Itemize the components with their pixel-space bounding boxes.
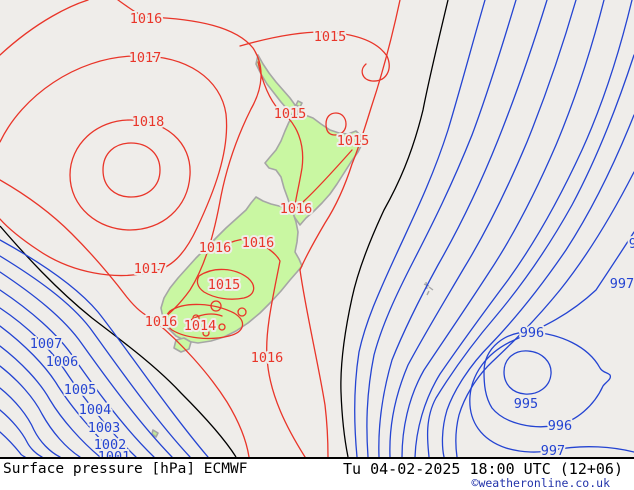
contour-label: 1014 bbox=[184, 318, 217, 334]
contour-label: 1007 bbox=[30, 336, 63, 352]
contour-label: 996 bbox=[520, 325, 544, 341]
pressure-map: 1016 1017 1018 1015 1015 1015 1016 1016 1016 1017… bbox=[0, 0, 634, 457]
contour-label: 1016 bbox=[130, 11, 163, 27]
contour-label: 1003 bbox=[88, 420, 121, 436]
contour-label: 1015 bbox=[337, 133, 370, 149]
contour-label: 1004 bbox=[79, 402, 112, 418]
contour-label: 997 bbox=[610, 276, 634, 292]
contour-label: 1002 bbox=[94, 437, 127, 453]
contour-label: 1017 bbox=[129, 50, 162, 66]
sea-background bbox=[0, 0, 634, 457]
copyright-link[interactable]: ©weatheronline.co.uk bbox=[471, 476, 610, 490]
contour-label: 1015 bbox=[314, 29, 347, 45]
map-footer-bar: Surface pressure [hPa] ECMWF Tu 04-02-20… bbox=[0, 457, 634, 490]
contour-label: 1016 bbox=[145, 314, 178, 330]
contour-label: 1016 bbox=[280, 201, 313, 217]
contour-label: 1016 bbox=[251, 350, 284, 366]
valid-time-label: Tu 04-02-2025 18:00 UTC (12+06) bbox=[343, 460, 623, 478]
contour-label: 1006 bbox=[46, 354, 79, 370]
contour-label: 1015 bbox=[208, 277, 241, 293]
contour-label: 997 bbox=[541, 443, 565, 457]
contour-label: 1001 bbox=[98, 449, 131, 457]
auckland-islands bbox=[151, 429, 159, 438]
contour-label: 1018 bbox=[132, 114, 165, 130]
contour-label: 997 bbox=[629, 236, 634, 252]
contour-label: 995 bbox=[514, 396, 538, 412]
contour-label: 996 bbox=[548, 418, 572, 434]
great-barrier-island bbox=[295, 100, 303, 108]
contour-label: 1016 bbox=[199, 240, 232, 256]
contour-label: 1015 bbox=[274, 106, 307, 122]
isobars-red-high-pressure bbox=[0, 0, 401, 457]
contour-label: 1005 bbox=[64, 382, 97, 398]
contour-labels: 1016 1017 1018 1015 1015 1015 1016 1016 1016 1017… bbox=[28, 9, 634, 457]
contour-label: 1017 bbox=[134, 261, 167, 277]
isobars-black bbox=[0, 0, 449, 457]
isobars-blue-low-pressure bbox=[0, 0, 634, 457]
north-island bbox=[255, 54, 363, 226]
contour-label: 1016 bbox=[242, 235, 275, 251]
map-title: Surface pressure [hPa] ECMWF bbox=[3, 461, 248, 477]
